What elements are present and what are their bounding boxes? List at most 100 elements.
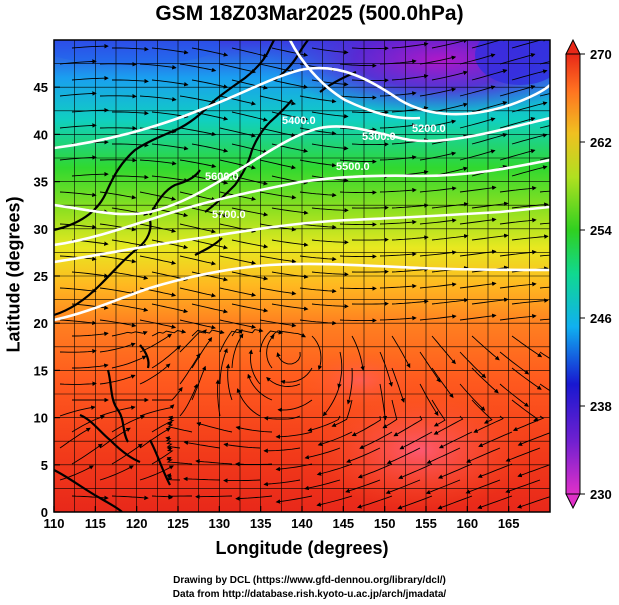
colorbar-tick-label: 230 — [590, 487, 612, 502]
streamline — [166, 456, 193, 465]
streamline — [337, 351, 343, 389]
streamline — [311, 79, 349, 87]
streamline — [225, 363, 233, 401]
streamline — [271, 303, 309, 311]
streamline — [311, 207, 349, 213]
streamline — [71, 75, 109, 81]
streamline — [99, 255, 137, 264]
streamline — [166, 421, 193, 433]
streamline — [219, 63, 256, 74]
streamline — [71, 443, 103, 465]
streamline — [351, 335, 365, 371]
streamline — [111, 271, 149, 280]
streamline — [219, 287, 257, 297]
streamline — [471, 133, 508, 145]
streamline — [433, 415, 464, 435]
streamline — [399, 431, 433, 450]
streamline — [339, 95, 377, 100]
x-tick-label: 135 — [250, 516, 272, 531]
streamline — [393, 415, 423, 437]
streamline — [72, 363, 109, 369]
streamline — [431, 102, 468, 113]
streamline — [351, 415, 381, 437]
streamline — [139, 159, 177, 166]
streamline — [275, 463, 313, 472]
streamline — [511, 165, 548, 177]
streamline — [191, 47, 229, 57]
streamline — [339, 63, 377, 68]
y-tick-label: 45 — [34, 80, 48, 95]
streamline — [259, 127, 296, 138]
streamline — [59, 59, 97, 65]
streamline — [179, 255, 216, 266]
streamline — [471, 201, 509, 209]
streamline — [99, 319, 137, 328]
streamline — [235, 461, 273, 467]
streamline — [59, 381, 97, 386]
streamline — [419, 351, 441, 383]
streamline — [231, 111, 268, 122]
streamline — [191, 271, 228, 282]
streamline — [339, 286, 377, 291]
streamline — [271, 79, 309, 89]
streamline — [419, 55, 457, 65]
streamline — [259, 255, 297, 264]
streamline — [235, 495, 273, 501]
streamline — [195, 459, 233, 465]
streamline — [59, 465, 94, 481]
streamline — [111, 495, 149, 501]
streamline — [191, 207, 228, 218]
streamline — [391, 267, 429, 273]
streamline — [111, 415, 146, 433]
streamline — [71, 43, 109, 49]
streamline — [379, 59, 417, 65]
streamline — [151, 79, 189, 87]
y-tick-label: 10 — [34, 411, 48, 426]
streamline — [346, 447, 381, 463]
streamline — [111, 355, 147, 369]
colorbar-tick-label: 262 — [590, 135, 612, 150]
streamline — [511, 202, 549, 209]
streamline — [499, 186, 537, 193]
streamline — [382, 399, 398, 429]
streamline — [419, 282, 457, 289]
streamline — [511, 399, 539, 422]
streamline — [99, 374, 136, 385]
streamline — [499, 314, 537, 321]
streamline — [351, 205, 389, 211]
streamline — [379, 91, 417, 97]
streamline — [179, 63, 217, 73]
streamline — [191, 329, 225, 337]
streamline — [425, 479, 461, 495]
streamline — [59, 319, 97, 326]
colorbar-extend-bottom — [565, 493, 581, 510]
streamline — [511, 101, 548, 113]
streamline — [431, 202, 469, 209]
streamline — [351, 46, 389, 51]
streamline — [339, 254, 377, 259]
streamline — [431, 298, 469, 305]
streamline — [71, 171, 109, 177]
streamline — [111, 303, 149, 312]
streamline — [459, 281, 497, 289]
streamline — [419, 119, 457, 129]
streamline — [339, 222, 377, 227]
streamline — [219, 95, 256, 106]
streamline — [179, 329, 207, 353]
streamline — [263, 447, 301, 454]
streamline — [471, 40, 508, 49]
streamline — [431, 234, 469, 241]
colorbar-extend-top — [565, 38, 581, 55]
streamline — [71, 107, 109, 113]
streamline — [236, 388, 261, 417]
streamline — [191, 111, 229, 121]
streamline — [112, 110, 149, 116]
y-tick-label: 20 — [34, 316, 48, 331]
streamline — [183, 476, 221, 482]
streamline — [59, 155, 97, 161]
streamline — [499, 351, 530, 375]
streamline — [351, 110, 389, 115]
streamline — [165, 436, 181, 449]
colorbar-ticks: 230 238 246 254 262 270 — [580, 47, 612, 502]
streamline — [419, 186, 457, 193]
